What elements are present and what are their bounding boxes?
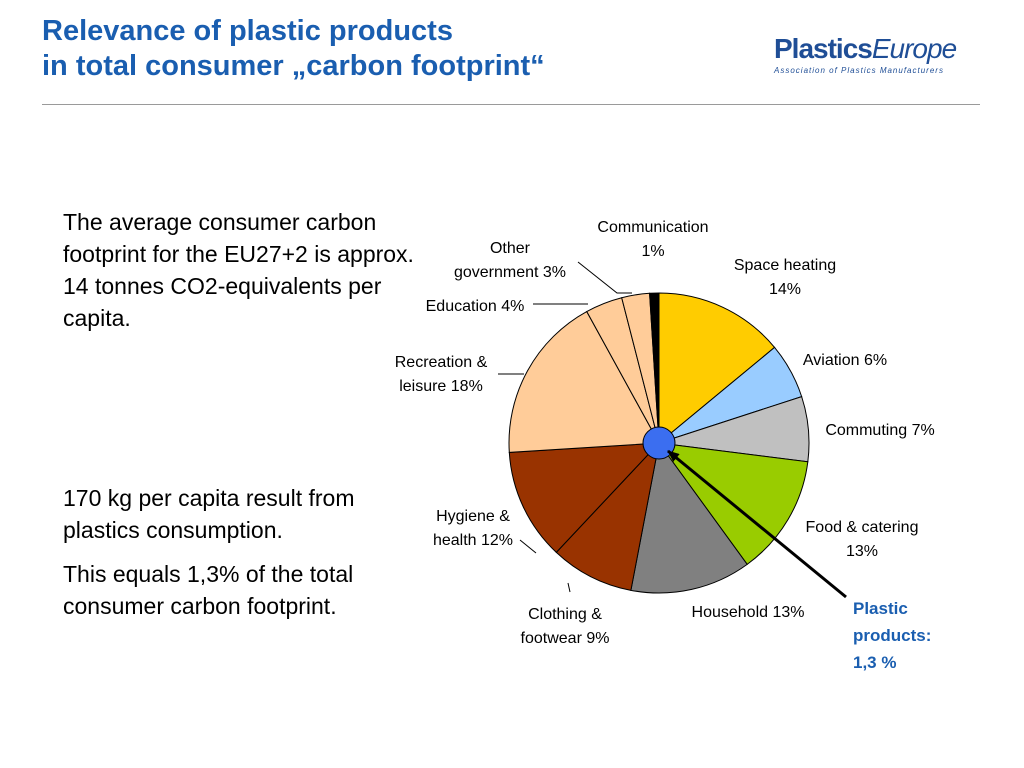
pie-slice-space-heating [658, 292, 776, 445]
slice-label-commuting-7: Commuting 7% [825, 422, 934, 439]
plasticseurope-logo: PlasticsEurope Association of Plastics M… [774, 34, 994, 84]
page-title-line-1: Relevance of plastic products [42, 15, 453, 47]
pie-slice-clothing [555, 441, 660, 591]
pie-slice-recreation [508, 310, 660, 453]
plastics-share-text: This equals 1,3% of the total consumer c… [63, 561, 354, 619]
header-divider [42, 104, 980, 105]
slice-label-recreation: Recreation & leisure 18% [395, 354, 488, 395]
page-title-line-2: in total consumer „carbon footprint“ [42, 50, 545, 82]
pie-slice-communication [649, 292, 660, 444]
logo-word-italic: Europe [871, 33, 957, 64]
pie-slice-household-13 [630, 441, 748, 594]
slice-label-education-4: Education 4% [426, 298, 525, 315]
pie-slice-hygiene [508, 442, 661, 554]
slice-label-communication: Communication 1% [597, 219, 708, 260]
leader-line-hygiene [519, 539, 537, 554]
logo-wordmark: PlasticsEurope [774, 34, 994, 64]
slice-label-household-13: Household 13% [692, 604, 805, 621]
logo-tagline: Association of Plastics Manufacturers [774, 66, 944, 75]
slice-label-space-heating: Space heating 14% [734, 257, 836, 298]
plastic-products-label: Plastic products: 1,3 % [853, 599, 931, 672]
plastic-products-arrow [667, 449, 847, 599]
slice-label-other: Other government 3% [454, 240, 566, 281]
slice-label-clothing: Clothing & footwear 9% [521, 606, 610, 647]
slice-label-hygiene: Hygiene & health 12% [433, 508, 513, 549]
footprint-description: The average consumer carbon footprint fo… [63, 209, 414, 331]
leader-line-clothing [567, 582, 571, 593]
plastic-products-marker [642, 426, 676, 460]
slice-label-aviation-6: Aviation 6% [803, 352, 887, 369]
slice-label-food-catering: Food & catering 13% [806, 519, 919, 560]
plastics-consumption-text: 170 kg per capita result from plastics c… [63, 485, 355, 543]
page-title: Relevance of plastic products in total c… [42, 14, 545, 84]
logo-word-bold: Plastics [774, 33, 873, 64]
leader-line-other [577, 261, 632, 294]
